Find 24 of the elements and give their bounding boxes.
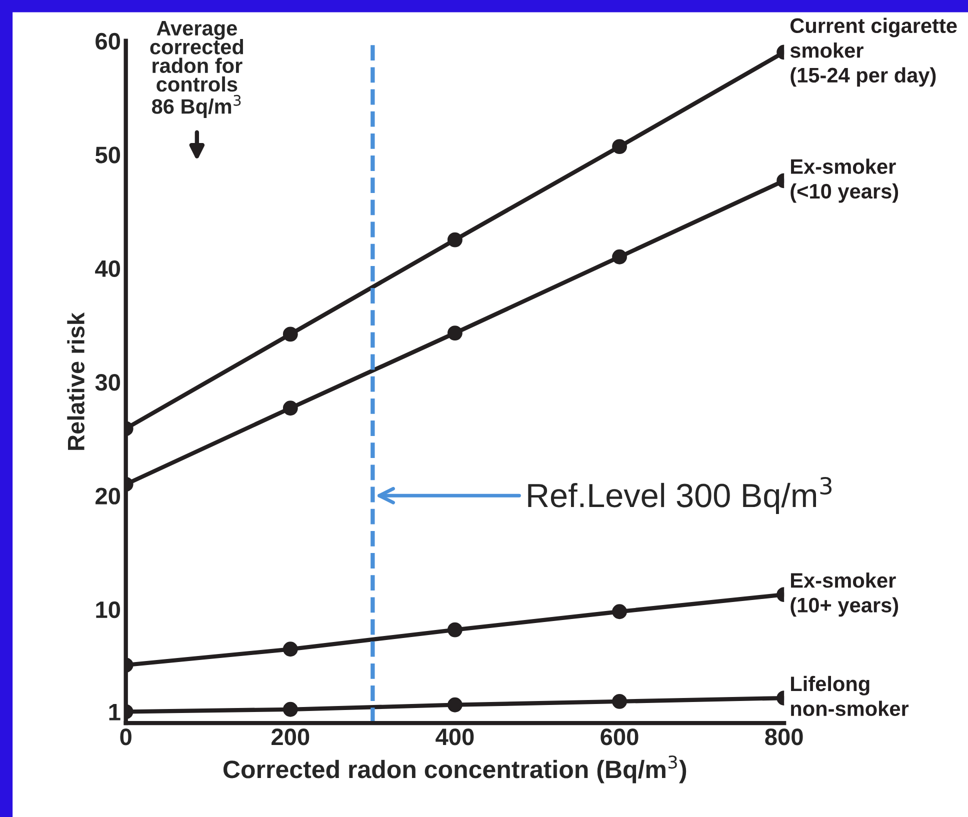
x-tick-label: 400: [436, 728, 474, 746]
series-label: Lifelong non-smoker: [791, 676, 909, 716]
ref-line-label: Ref.Level 300 Bq/m$^{3}$: [528, 476, 832, 514]
series-label: Current cigarette smoker (15-24 per day): [790, 18, 957, 87]
y-tick-label: 1: [109, 704, 120, 720]
annotation: Average corrected radon for controls 86 Bq/m$^{3}$: [150, 21, 244, 118]
x-tick-label: 800: [765, 728, 803, 746]
y-tick-label: 50: [95, 146, 120, 164]
y-tick-label: 60: [96, 32, 120, 50]
y-axis-title: Relative risk: [67, 312, 84, 450]
x-tick-label: 200: [272, 728, 310, 746]
point: [447, 622, 462, 638]
series-label: Ex-smoker (<10 years): [790, 158, 898, 203]
y-tick-label: 30: [95, 374, 120, 391]
y-tick-label: 40: [95, 260, 120, 278]
point: [447, 232, 462, 248]
point: [447, 697, 462, 712]
y-tick-label: 20: [96, 488, 120, 504]
x-axis-title: Corrected radon concentration (Bq/m$^{3}$): [223, 755, 686, 784]
x-tick-label: 600: [600, 728, 638, 746]
y-tick-label: 10: [96, 601, 120, 618]
series-label: Ex-smoker (10+ years): [790, 572, 898, 617]
point: [447, 326, 462, 341]
x-tick-label: 0: [120, 728, 132, 746]
